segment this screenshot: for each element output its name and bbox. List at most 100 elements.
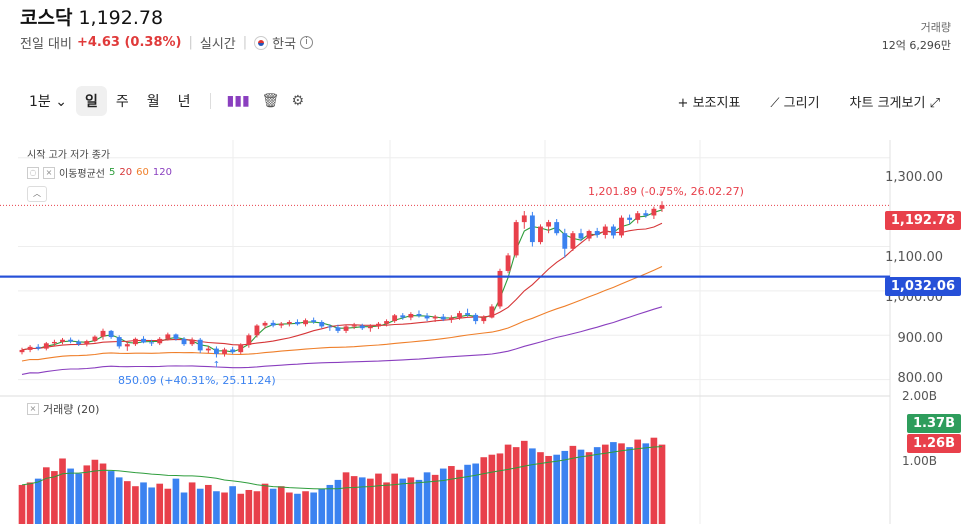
expand-icon: ⤢ [929, 95, 940, 111]
volume-bar [172, 478, 180, 524]
candle-body [68, 339, 74, 342]
candle-body [578, 233, 584, 239]
candle-body [116, 337, 122, 347]
candle-body [230, 349, 236, 353]
volume-bar [342, 472, 350, 524]
volume-bar [383, 482, 390, 524]
volume-legend: × 거래량 (20) [27, 401, 99, 417]
trash-icon[interactable]: 🗑 [261, 93, 280, 109]
period-year[interactable]: 년 [177, 94, 191, 110]
collapse-legend-button[interactable]: ︿ [27, 186, 47, 202]
volume-bar [610, 442, 617, 524]
high-annotation: 1,201.89 (-0.75%, 26.02.27) [588, 185, 744, 198]
volume-bar [642, 443, 650, 524]
interval-select[interactable]: 1분 ⌄ [20, 86, 76, 116]
volume-bar [115, 477, 123, 524]
candle-body [197, 339, 203, 351]
candle-body [610, 226, 616, 236]
volume-bar [367, 478, 374, 524]
chart-overlay: ↓↑ [0, 189, 890, 370]
divider [209, 93, 211, 109]
candle-body [157, 338, 163, 344]
volume-axis-label: 1.00B [902, 454, 937, 468]
price-axis-label: 900.00 [897, 331, 944, 346]
ma120-line [21, 306, 663, 375]
candle-body [367, 326, 373, 329]
volume-bar [75, 473, 83, 524]
expand-chart-button[interactable]: 차트 크게보기 ⤢ [841, 87, 949, 116]
volume-bar [18, 484, 26, 524]
candle-body [497, 270, 503, 307]
ma120-label: 120 [152, 167, 172, 178]
plus-icon: + [677, 95, 689, 111]
page-title: 코스닥 1,192.78 [20, 3, 163, 30]
country-label: 한국 [272, 37, 297, 52]
ma5-line [21, 209, 663, 353]
volume-value: 12억 6,296만 [881, 39, 951, 52]
volume-bar [512, 447, 520, 524]
candlestick-chart[interactable]: ↓↑ [0, 128, 969, 528]
volume-bar [488, 454, 496, 524]
volume-bar [634, 439, 642, 524]
info-icon[interactable]: i [300, 36, 314, 49]
volume-bar [26, 482, 34, 524]
divider: | [242, 35, 248, 50]
volume-bar [107, 471, 115, 524]
volume-bar [180, 492, 188, 524]
candle-body [100, 330, 106, 337]
volume-bar [156, 483, 164, 524]
candle-body [270, 322, 276, 326]
period-day[interactable]: 일 [75, 86, 107, 116]
candle-body [408, 313, 414, 318]
period-week[interactable]: 주 [115, 94, 129, 110]
volume-bar [561, 450, 569, 524]
gear-icon[interactable]: ⚙ [291, 93, 305, 109]
low-annotation: 850.09 (+40.31%, 25.11.24) [118, 374, 276, 387]
candle-body [448, 317, 454, 320]
draw-button[interactable]: ⟋ 그리기 [761, 87, 828, 116]
volume-bar [650, 437, 658, 524]
volume-bar [91, 459, 99, 524]
ma20-label: 20 [119, 167, 133, 178]
volume-bar [480, 457, 488, 524]
volume-bar [529, 448, 536, 524]
volume-bar [456, 469, 463, 524]
index-price: 1,192.78 [78, 7, 164, 29]
candle-body [457, 313, 462, 318]
candle-body [222, 349, 227, 354]
volume-bar [205, 484, 212, 524]
volume-bar [504, 444, 512, 524]
candle-body [141, 338, 146, 343]
candle-body [27, 346, 33, 350]
volume-bar [83, 465, 91, 524]
volume-bar [577, 449, 585, 524]
volume-ma-line [21, 446, 663, 490]
candle-body [327, 326, 333, 328]
close-icon[interactable]: × [27, 403, 39, 415]
candle-body [635, 213, 641, 220]
indicator-button[interactable]: + 보조지표 [669, 87, 750, 116]
eye-off-icon[interactable]: ◌ [27, 166, 39, 179]
price-change-line: 전일 대비 +4.63 (0.38%) | 실시간 | 한국 i [20, 33, 314, 52]
candle-body [205, 348, 211, 351]
close-icon[interactable]: × [43, 166, 55, 179]
chart-type-icon[interactable]: ▮▮▮ [226, 93, 250, 109]
volume-bar [618, 443, 625, 524]
candle-body [303, 320, 308, 325]
candle-body [513, 222, 519, 256]
volume-bar [123, 481, 131, 524]
candle-body [35, 346, 41, 349]
candle-body [627, 217, 633, 220]
volume-bar [99, 463, 107, 524]
draw-label: 그리기 [783, 95, 820, 111]
candle-body [246, 335, 252, 346]
indicator-label: 보조지표 [692, 95, 741, 111]
candle-body [343, 326, 349, 331]
period-month[interactable]: 월 [146, 94, 160, 110]
candle-body [424, 315, 430, 319]
volume-bar [302, 491, 309, 524]
candle-body [149, 342, 155, 344]
volume-bar [34, 478, 42, 524]
volume-label: 거래량 [920, 21, 951, 34]
candle-body [586, 230, 592, 239]
